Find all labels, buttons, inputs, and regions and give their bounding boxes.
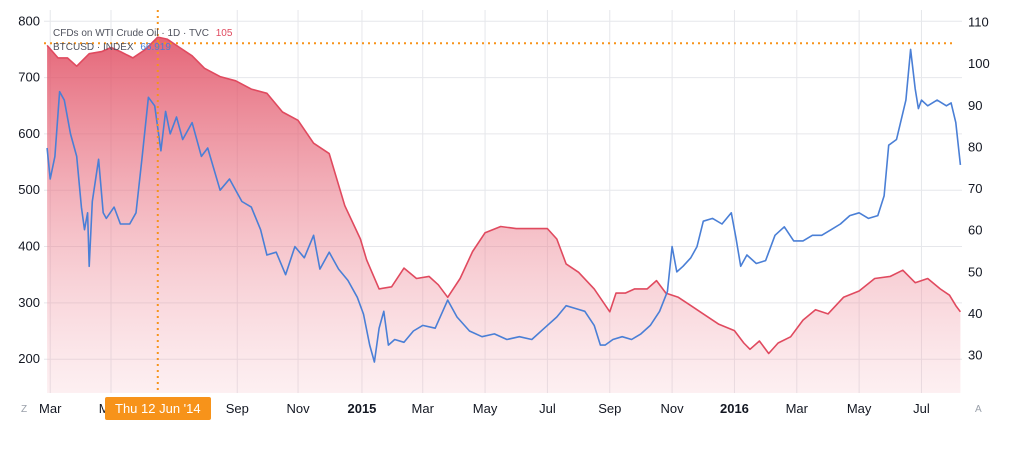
- scale-mode-right[interactable]: A: [975, 404, 982, 415]
- x-tick-12: May: [847, 401, 872, 416]
- right-tick-50: 50: [968, 264, 982, 279]
- right-tick-40: 40: [968, 306, 982, 321]
- scale-mode-left[interactable]: Z: [21, 404, 28, 415]
- series-0-line: [46, 36, 962, 355]
- right-tick-100: 100: [968, 56, 990, 71]
- crosshair-date-badge: Thu 12 Jun '14: [105, 397, 211, 420]
- left-tick-200: 200: [18, 351, 40, 366]
- left-axis: 200 300 400 500 600 700 800: [18, 13, 40, 366]
- x-tick-13: Jul: [913, 401, 930, 416]
- right-tick-80: 80: [968, 139, 982, 154]
- left-tick-300: 300: [18, 295, 40, 310]
- legend-btc-name: BTCUSD · INDEX: [53, 42, 134, 53]
- right-tick-110: 110: [968, 14, 989, 29]
- x-tick-10: 2016: [720, 401, 749, 416]
- x-tick-11: Mar: [786, 401, 809, 416]
- legend-oil-name: CFDs on WTI Crude Oil · 1D · TVC: [53, 28, 209, 39]
- x-tick-4: 2015: [347, 401, 376, 416]
- left-tick-400: 400: [18, 239, 40, 254]
- left-tick-600: 600: [18, 126, 40, 141]
- series-0-area: [47, 37, 961, 393]
- x-tick-0: Mar: [39, 401, 62, 416]
- x-tick-5: Mar: [412, 401, 435, 416]
- right-tick-70: 70: [968, 181, 982, 196]
- legend: CFDs on WTI Crude Oil · 1D · TVC 105 BTC…: [53, 28, 233, 53]
- right-tick-60: 60: [968, 223, 982, 238]
- right-axis: 30 40 50 60 70 80 90 100 110: [968, 14, 990, 362]
- oil-area-layer: [47, 37, 961, 393]
- series-line-layer: [46, 36, 962, 363]
- left-tick-800: 800: [18, 13, 40, 28]
- x-tick-2: Sep: [226, 401, 249, 416]
- legend-oil: CFDs on WTI Crude Oil · 1D · TVC 105: [53, 28, 233, 39]
- legend-btc-value: 66.919: [140, 42, 171, 53]
- series-1-line: [46, 48, 962, 363]
- x-tick-9: Nov: [661, 401, 685, 416]
- x-tick-3: Nov: [286, 401, 310, 416]
- left-tick-500: 500: [18, 182, 40, 197]
- x-tick-7: Jul: [539, 401, 556, 416]
- x-tick-8: Sep: [598, 401, 621, 416]
- legend-oil-value: 105: [216, 28, 233, 39]
- right-tick-90: 90: [968, 98, 982, 113]
- x-tick-6: May: [473, 401, 498, 416]
- right-tick-30: 30: [968, 348, 982, 363]
- legend-btc: BTCUSD · INDEX 66.919: [53, 42, 171, 53]
- left-tick-700: 700: [18, 70, 40, 85]
